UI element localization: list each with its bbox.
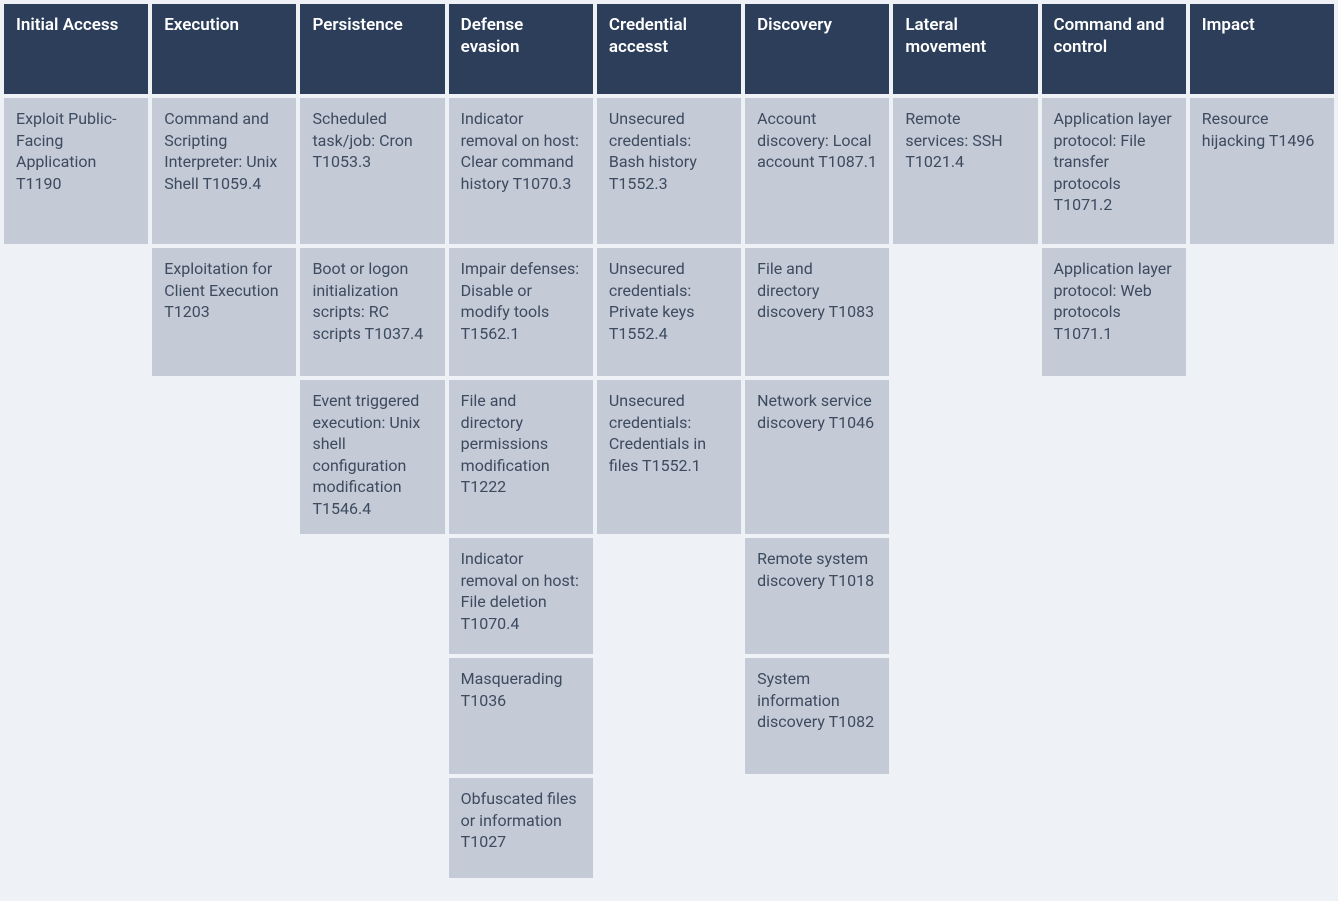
technique-cell: System information discovery T1082 (745, 658, 889, 774)
column-header: Lateral movement (893, 4, 1037, 94)
technique-cell: Application layer protocol: Web protocol… (1042, 248, 1186, 376)
column-lateral-movement: Lateral movement Remote services: SSH T1… (893, 4, 1037, 244)
technique-cell: File and directory discovery T1083 (745, 248, 889, 376)
column-header: Persistence (300, 4, 444, 94)
column-initial-access: Initial Access Exploit Public-Facing App… (4, 4, 148, 244)
technique-cell: Boot or logon initialization scripts: RC… (300, 248, 444, 376)
column-defense-evasion: Defense evasion Indicator removal on hos… (449, 4, 593, 878)
column-header: Discovery (745, 4, 889, 94)
column-execution: Execution Command and Scripting Interpre… (152, 4, 296, 376)
technique-cell: Obfuscated files or information T1027 (449, 778, 593, 878)
technique-cell: Event triggered execution: Unix shell co… (300, 380, 444, 534)
technique-cell: Exploitation for Client Execution T1203 (152, 248, 296, 376)
technique-cell: Indicator removal on host: File deletion… (449, 538, 593, 654)
technique-cell: File and directory permissions modificat… (449, 380, 593, 534)
technique-cell: Masquerading T1036 (449, 658, 593, 774)
technique-cell: Remote system discovery T1018 (745, 538, 889, 654)
technique-cell: Unsecured credentials: Credentials in fi… (597, 380, 741, 534)
column-header: Initial Access (4, 4, 148, 94)
technique-cell: Command and Scripting Interpreter: Unix … (152, 98, 296, 244)
technique-cell: Account discovery: Local account T1087.1 (745, 98, 889, 244)
column-header: Command and control (1042, 4, 1186, 94)
technique-cell: Unsecured credentials: Private keys T155… (597, 248, 741, 376)
column-discovery: Discovery Account discovery: Local accou… (745, 4, 889, 774)
attack-matrix: Initial Access Exploit Public-Facing App… (4, 4, 1334, 878)
column-header: Impact (1190, 4, 1334, 94)
column-header: Execution (152, 4, 296, 94)
technique-cell: Resource hijacking T1496 (1190, 98, 1334, 244)
column-command-and-control: Command and control Application layer pr… (1042, 4, 1186, 376)
technique-cell: Application layer protocol: File transfe… (1042, 98, 1186, 244)
technique-cell: Scheduled task/job: Cron T1053.3 (300, 98, 444, 244)
column-header: Defense evasion (449, 4, 593, 94)
technique-cell: Network service discovery T1046 (745, 380, 889, 534)
technique-cell: Remote services: SSH T1021.4 (893, 98, 1037, 244)
technique-cell: Exploit Public-Facing Application T1190 (4, 98, 148, 244)
column-persistence: Persistence Scheduled task/job: Cron T10… (300, 4, 444, 534)
column-impact: Impact Resource hijacking T1496 (1190, 4, 1334, 244)
column-credential-access: Credential accesst Unsecured credentials… (597, 4, 741, 534)
technique-cell: Indicator removal on host: Clear command… (449, 98, 593, 244)
technique-cell: Unsecured credentials: Bash history T155… (597, 98, 741, 244)
technique-cell: Impair defenses: Disable or modify tools… (449, 248, 593, 376)
column-header: Credential accesst (597, 4, 741, 94)
